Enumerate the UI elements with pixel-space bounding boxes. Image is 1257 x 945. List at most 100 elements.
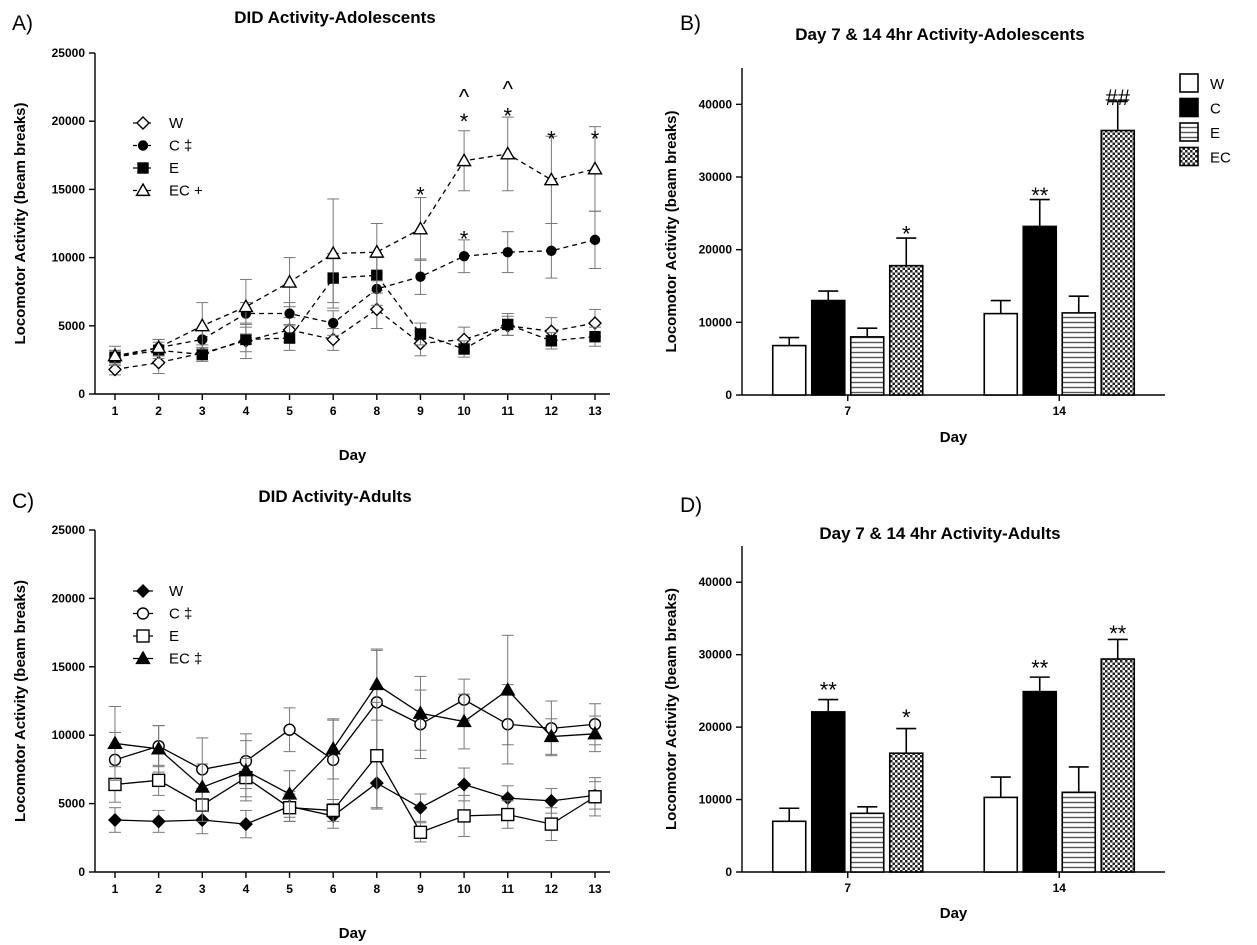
- legend-label: C ‡: [169, 138, 192, 155]
- data-point: [283, 332, 296, 344]
- bar-chart-b: B) Day 7 & 14 4hr Activity-Adolescents Day…: [663, 12, 1231, 446]
- legend-swatch: [1179, 146, 1199, 167]
- legend-label: W: [1210, 76, 1225, 93]
- bar: [1022, 225, 1058, 396]
- x-axis-label: Day: [940, 905, 968, 922]
- y-tick-label: 10000: [699, 315, 733, 329]
- data-point: [544, 817, 559, 831]
- data-point: [325, 245, 341, 260]
- significance-marker: **: [1031, 656, 1049, 681]
- y-tick-label: 15000: [52, 660, 86, 674]
- series-line: [114, 308, 596, 371]
- significance-marker: ##: [1106, 85, 1131, 110]
- legend-marker: [136, 629, 150, 643]
- legend-label: EC ‡: [169, 651, 202, 668]
- data-point: [458, 343, 470, 355]
- series-line: [114, 153, 596, 357]
- series-w: [108, 757, 602, 839]
- series-c: [810, 676, 1058, 873]
- data-point: [543, 728, 560, 743]
- data-point: [587, 161, 603, 175]
- data-point: [413, 825, 428, 840]
- legend-marker: [136, 584, 150, 598]
- x-tick-label: 8: [373, 882, 380, 896]
- legend-label: EC +: [169, 183, 203, 200]
- y-tick-label: 10000: [52, 728, 86, 742]
- legend-label: EC: [1210, 150, 1231, 167]
- panel-letter: A): [12, 12, 33, 35]
- bar: [983, 312, 1019, 396]
- series-c: [810, 198, 1058, 396]
- x-tick-label: 7: [844, 404, 851, 418]
- data-point: [458, 251, 470, 262]
- x-tick-label: 11: [501, 404, 514, 418]
- data-point: [543, 171, 560, 186]
- data-point: [370, 749, 384, 763]
- data-point: [456, 713, 472, 728]
- data-point: [281, 786, 298, 800]
- legend-swatch: [1179, 73, 1199, 93]
- x-tick-label: 10: [457, 882, 471, 896]
- legend-swatch: [1179, 97, 1199, 118]
- data-point: [327, 317, 339, 329]
- bar: [888, 752, 924, 873]
- series-ec: [888, 100, 1136, 396]
- y-tick-label: 15000: [52, 182, 86, 196]
- series-ec: [107, 116, 603, 366]
- data-point: [107, 735, 123, 749]
- x-tick-label: 12: [545, 404, 559, 418]
- x-tick-label: 4: [243, 882, 250, 896]
- bar: [849, 336, 885, 396]
- y-tick-label: 0: [725, 865, 732, 879]
- data-point: [151, 773, 166, 788]
- series-ec: [107, 634, 603, 818]
- bar: [771, 820, 807, 873]
- x-tick-label: 11: [501, 882, 514, 896]
- data-point: [151, 814, 166, 829]
- data-point: [369, 676, 385, 691]
- y-tick-label: 20000: [699, 243, 733, 257]
- data-point: [502, 318, 514, 331]
- data-point: [150, 339, 167, 354]
- data-point: [194, 779, 210, 793]
- legend-swatch: [1179, 122, 1199, 142]
- y-tick-label: 10000: [699, 793, 733, 807]
- y-tick-label: 20000: [52, 114, 86, 128]
- line-chart-a: A) DID Activity-Adolescents Day Locomotor A…: [12, 8, 610, 464]
- x-tick-label: 1: [112, 882, 119, 896]
- data-point: [240, 333, 252, 346]
- y-tick-label: 5000: [58, 319, 85, 333]
- y-tick-label: 0: [78, 387, 85, 401]
- x-tick-label: 7: [844, 881, 851, 895]
- data-point: [500, 682, 516, 696]
- legend-marker: [137, 140, 149, 151]
- legend-label: E: [1210, 125, 1220, 142]
- x-tick-label: 14: [1053, 404, 1067, 418]
- data-point: [587, 725, 603, 740]
- y-tick-label: 40000: [699, 575, 733, 589]
- bar: [771, 344, 807, 396]
- significance-marker: **: [1031, 183, 1049, 208]
- significance-marker: *: [902, 222, 911, 247]
- data-point: [326, 332, 341, 347]
- data-point: [194, 317, 210, 332]
- data-point: [545, 335, 558, 347]
- y-tick-label: 40000: [699, 97, 733, 111]
- chart-title: DID Activity-Adults: [258, 487, 411, 506]
- series-w: [108, 289, 602, 377]
- legend-marker: [136, 116, 150, 130]
- panel-letter: C): [12, 490, 34, 513]
- series-line: [114, 754, 596, 834]
- x-axis-label: Day: [339, 925, 367, 942]
- bar: [983, 796, 1019, 873]
- x-tick-label: 6: [330, 404, 337, 418]
- chart-title: Day 7 & 14 4hr Activity-Adults: [819, 524, 1060, 543]
- y-tick-label: 0: [725, 388, 732, 402]
- x-tick-label: 12: [545, 882, 559, 896]
- x-axis-label: Day: [339, 447, 367, 464]
- significance-marker: *: [460, 226, 469, 251]
- x-tick-label: 8: [373, 404, 380, 418]
- data-point: [283, 723, 296, 736]
- chart-title: Day 7 & 14 4hr Activity-Adolescents: [795, 25, 1084, 44]
